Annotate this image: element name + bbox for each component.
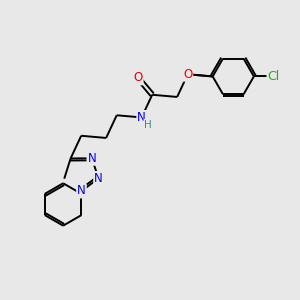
Text: O: O [183,68,192,81]
Text: N: N [87,152,96,165]
Text: Cl: Cl [268,70,280,83]
Text: H: H [144,120,152,130]
Text: N: N [77,184,86,197]
Text: O: O [134,71,143,84]
Text: N: N [137,111,146,124]
Text: N: N [94,172,103,185]
